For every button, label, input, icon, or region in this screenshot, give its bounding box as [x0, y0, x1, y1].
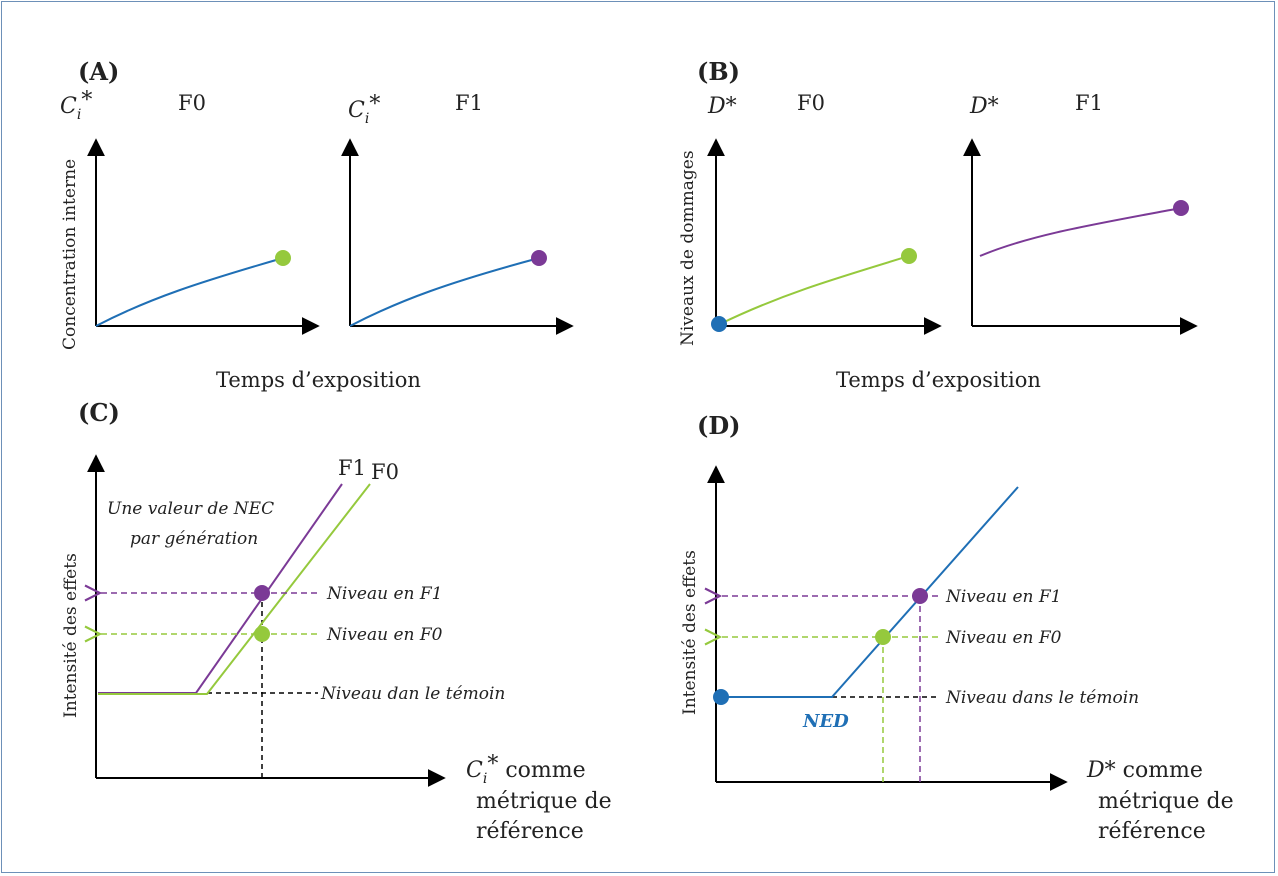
panel-b-right-plot: D* F1 — [963, 91, 1198, 335]
panel-b-left-curve — [719, 255, 910, 325]
panel-d-x-label-line3: référence — [1098, 819, 1206, 844]
panel-b-left-startpoint — [711, 316, 727, 332]
panel-c-x-label-line2: métrique de — [476, 789, 612, 814]
panel-a-left-axis-label: Ci* — [60, 88, 92, 123]
panel-d: (D) Intensité des effets Niveau en F1 Ni… — [680, 411, 1234, 844]
panel-c-note-line1: Une valeur de NEC — [107, 499, 274, 519]
panel-a-right-axis-label: Ci* — [348, 92, 380, 127]
panel-c-y-label: Intensité des effets — [61, 553, 81, 718]
panel-d-label: (D) — [697, 411, 741, 440]
panel-d-f0-point — [875, 629, 891, 645]
panel-a-left-curve — [95, 257, 284, 327]
panel-c-line-f1-label: F1 — [338, 456, 366, 480]
panel-a-left-generation: F0 — [178, 91, 206, 115]
panel-a-right-curve — [349, 257, 540, 327]
panel-b-left-endpoint — [901, 248, 917, 264]
panel-d-response-line — [720, 486, 1019, 698]
panel-d-level-control: Niveau dans le témoin — [945, 688, 1139, 708]
panel-a-label: (A) — [78, 57, 119, 86]
panel-c-note-line2: par génération — [130, 529, 258, 549]
panel-c-x-label-line3: référence — [476, 819, 584, 844]
panel-a-x-label: Temps d’exposition — [216, 368, 421, 392]
panel-c: (C) Intensité des effets F1 F0 Une valeu… — [61, 398, 612, 844]
panel-b-right-curve — [979, 207, 1182, 257]
panel-b-right-endpoint — [1173, 200, 1189, 216]
panel-b-x-label: Temps d’exposition — [836, 368, 1041, 392]
panel-d-x-label-line1: D* comme — [1086, 758, 1203, 783]
panel-c-level-f0: Niveau en F0 — [326, 625, 443, 645]
panel-d-x-label-line2: métrique de — [1098, 789, 1234, 814]
panel-c-f0-point — [254, 626, 270, 642]
panel-c-level-control: Niveau dan le témoin — [320, 684, 505, 704]
panel-a: (A) Ci* F0 Ci* F1 Concentration interne … — [60, 57, 574, 392]
panel-d-f1-point — [912, 588, 928, 604]
panel-a-y-label: Concentration interne — [60, 159, 80, 350]
panel-d-y-label: Intensité des effets — [680, 550, 700, 715]
panel-b-left-axis-label: D* — [707, 94, 737, 119]
panel-b-left-generation: F0 — [797, 91, 825, 115]
panel-c-label: (C) — [78, 398, 120, 427]
panel-b-left-plot: D* F0 — [707, 91, 942, 335]
panel-c-f1-point — [254, 585, 270, 601]
panel-c-level-f1: Niveau en F1 — [326, 584, 443, 604]
panel-c-x-label-line1: Ci* comme — [466, 752, 586, 787]
panel-d-level-f0: Niveau en F0 — [945, 628, 1062, 648]
panel-c-line-f0 — [98, 483, 371, 695]
panel-b-y-label: Niveaux de dommages — [678, 150, 698, 346]
panel-c-line-f0-label: F0 — [371, 460, 399, 484]
panel-a-left-plot: Ci* F0 — [60, 88, 320, 335]
panel-b-label: (B) — [697, 57, 740, 86]
panel-d-ned-label: NED — [802, 711, 849, 732]
panel-b: (B) D* F0 D* F1 Niveaux de dommages Temp… — [678, 57, 1198, 392]
panel-b-right-generation: F1 — [1075, 91, 1103, 115]
panel-b-right-axis-label: D* — [969, 94, 999, 119]
panel-a-left-endpoint — [275, 250, 291, 266]
panel-a-right-generation: F1 — [455, 91, 483, 115]
panel-d-level-f1: Niveau en F1 — [945, 587, 1062, 607]
panel-a-right-endpoint — [531, 250, 547, 266]
panel-d-control-point — [713, 689, 729, 705]
panel-a-right-plot: Ci* F1 — [341, 91, 574, 335]
